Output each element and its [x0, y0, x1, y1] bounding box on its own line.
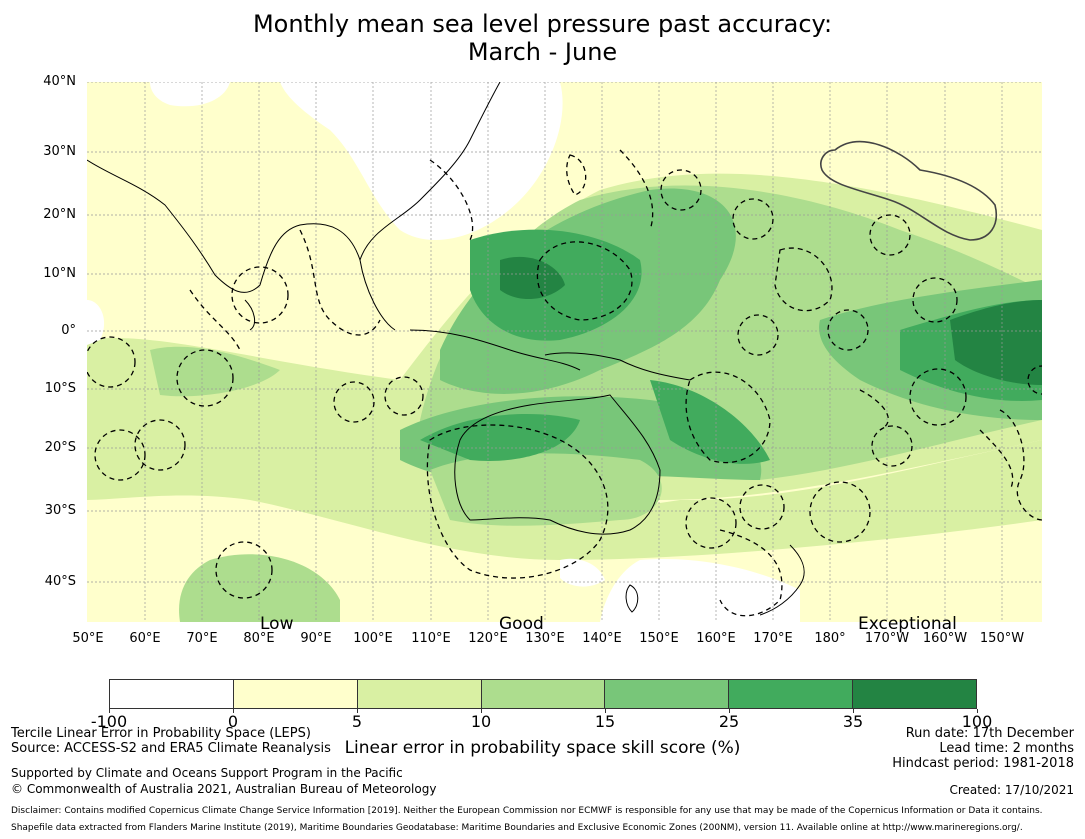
gridlines: [87, 82, 1042, 622]
colorbar-tick-mark: [977, 709, 978, 713]
lon-label: 130°E: [525, 631, 565, 646]
category-label-good: Good: [499, 614, 544, 634]
lon-label: 140°E: [582, 631, 622, 646]
lon-label: 180°: [814, 631, 846, 646]
category-label-exceptional: Exceptional: [858, 614, 957, 634]
lat-label: 30°N: [43, 144, 76, 159]
run-date-text: Run date: 17th December: [905, 726, 1074, 741]
lon-label: 160°W: [922, 631, 968, 646]
colorbar-bin: [110, 680, 234, 708]
colorbar-tick-label: 0: [227, 712, 239, 731]
colorbar-tick-label: 35: [842, 712, 864, 731]
colorbar-bin: [357, 680, 482, 708]
hindcast-text: Hindcast period: 1981-2018: [892, 756, 1074, 771]
lon-label: 110°E: [411, 631, 451, 646]
colorbar-tick-mark: [233, 709, 234, 713]
chart-title-line1: Monthly mean sea level pressure past acc…: [252, 10, 833, 38]
lat-label: 10°N: [43, 266, 76, 281]
source-text: Source: ACCESS-S2 and ERA5 Climate Reana…: [11, 741, 331, 756]
created-text: Created: 17/10/2021: [949, 783, 1074, 797]
colorbar-bin: [481, 680, 606, 708]
lon-label: 150°E: [639, 631, 679, 646]
colorbar-tick-mark: [357, 709, 358, 713]
colorbar-tick-mark: [853, 709, 854, 713]
method-text: Tercile Linear Error in Probability Spac…: [11, 726, 311, 741]
skill-map: [87, 82, 1042, 622]
lon-label: 120°E: [468, 631, 508, 646]
colorbar-tick-mark: [729, 709, 730, 713]
hawaii-eez-boundary: [820, 140, 997, 241]
disclaimer-text: Disclaimer: Contains modified Copernicus…: [11, 806, 1043, 816]
colorbar-bin: [729, 680, 854, 708]
lat-label: 40°N: [43, 74, 76, 89]
colorbar-tick-mark: [109, 709, 110, 713]
copyright-text: © Commonwealth of Australia 2021, Austra…: [11, 782, 437, 796]
colorbar-tick-label: 10: [470, 712, 492, 731]
colorbar-tick-label: 15: [594, 712, 616, 731]
eez-boundaries: [87, 149, 1042, 617]
colorbar-bin: [605, 680, 730, 708]
lat-label: 0°: [61, 323, 76, 338]
lon-label: 150°W: [979, 631, 1025, 646]
colorbar-bin: [233, 680, 358, 708]
lon-label: 50°E: [72, 631, 104, 646]
chart-title-line2: March - June: [467, 38, 618, 66]
lon-label: 170°E: [753, 631, 793, 646]
lat-label: 40°S: [44, 574, 76, 589]
support-text: Supported by Climate and Oceans Support …: [11, 766, 403, 780]
colorbar-label: Linear error in probability space skill …: [344, 738, 741, 758]
lat-label: 10°S: [44, 381, 76, 396]
lon-label: 80°E: [243, 631, 275, 646]
lon-label: 170°W: [864, 631, 910, 646]
lon-label: 90°E: [300, 631, 332, 646]
lon-label: 60°E: [129, 631, 161, 646]
colorbar-tick-label: 5: [351, 712, 363, 731]
shapefile-text: Shapefile data extracted from Flanders M…: [11, 823, 1023, 833]
category-label-low: Low: [260, 614, 294, 634]
colorbar-tick-label: 100: [961, 712, 993, 731]
lead-time-text: Lead time: 2 months: [939, 741, 1074, 756]
lon-label: 70°E: [186, 631, 218, 646]
colorbar-tick-mark: [481, 709, 482, 713]
colorbar-tick-label: -100: [90, 712, 128, 731]
lat-label: 20°N: [43, 207, 76, 222]
lat-label: 20°S: [44, 440, 76, 455]
lon-label: 160°E: [696, 631, 736, 646]
colorbar: [109, 679, 977, 709]
colorbar-tick-label: 25: [718, 712, 740, 731]
colorbar-tick-mark: [605, 709, 606, 713]
skill-field: [87, 82, 1042, 622]
lon-label: 100°E: [353, 631, 393, 646]
colorbar-bin: [853, 680, 977, 708]
lat-label: 30°S: [44, 503, 76, 518]
